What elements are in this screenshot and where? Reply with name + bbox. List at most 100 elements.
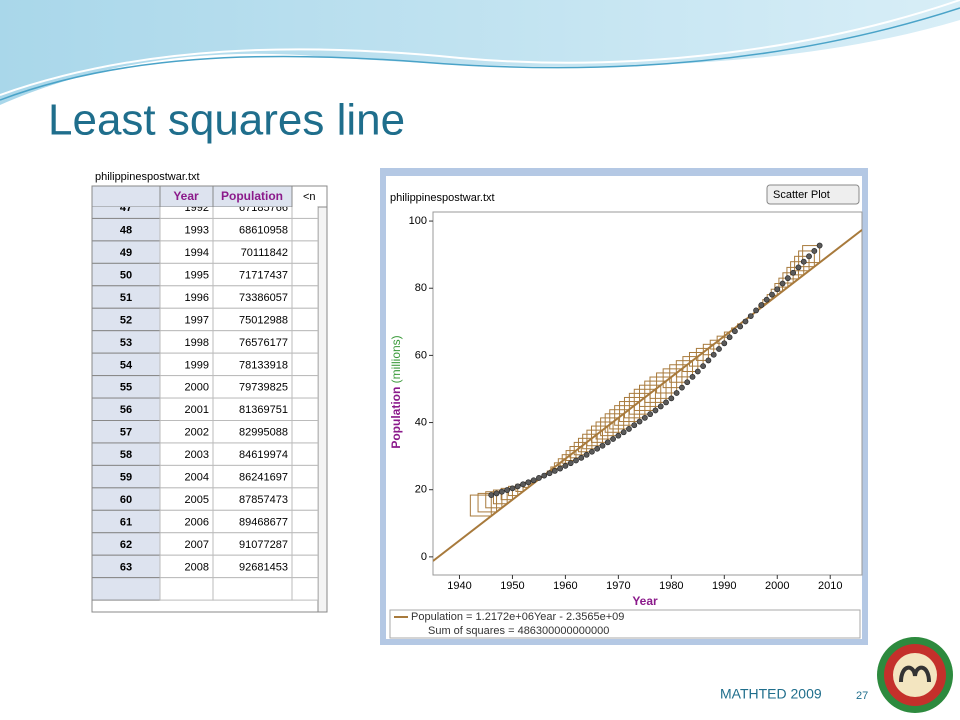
table-cell	[291, 330, 318, 354]
residual-square	[794, 255, 810, 272]
x-tick-label: 1950	[500, 580, 524, 592]
row-number: 49	[120, 247, 132, 259]
population-cell: 79739825	[239, 382, 288, 394]
residual-square	[595, 421, 614, 440]
row-number: 61	[120, 516, 132, 528]
data-point	[594, 445, 601, 452]
data-point	[716, 346, 722, 352]
table-cell	[291, 262, 318, 287]
data-point	[784, 275, 791, 282]
data-point	[705, 357, 712, 364]
y-tick-label: 0	[421, 551, 427, 563]
population-cell: 78133918	[239, 359, 288, 371]
residual-square	[716, 335, 725, 344]
plot-type-label: Scatter Plot	[773, 189, 830, 201]
scrollbar[interactable]	[317, 206, 328, 613]
population-cell: 81369751	[239, 404, 288, 416]
data-point	[615, 432, 622, 439]
y-tick-label: 40	[415, 416, 427, 428]
population-cell: 91077287	[239, 539, 288, 551]
table-cell	[212, 577, 293, 601]
row-number: 48	[120, 225, 132, 237]
year-cell: 2006	[185, 516, 209, 528]
residual-square	[702, 343, 715, 356]
data-point	[811, 248, 818, 254]
data-point	[663, 399, 669, 406]
header-wave	[0, 0, 960, 105]
y-tick-label: 20	[415, 484, 427, 496]
residual-square	[586, 429, 603, 447]
table-cell	[291, 464, 318, 489]
data-point	[652, 407, 659, 414]
data-point	[679, 384, 685, 391]
data-point	[493, 490, 500, 497]
population-cell: 84619974	[239, 449, 288, 461]
row-number-cell	[92, 577, 161, 601]
population-cell: 70111842	[241, 247, 288, 259]
data-point	[578, 454, 585, 461]
x-tick-label: 1940	[447, 580, 471, 592]
fit-line	[433, 229, 862, 562]
data-point	[514, 483, 521, 490]
table-cell	[291, 577, 318, 601]
residual-square	[682, 356, 699, 373]
data-point	[779, 280, 786, 287]
residual-square	[590, 425, 609, 443]
table-cell	[291, 285, 318, 309]
data-point	[742, 318, 749, 325]
plot-type-dropdown[interactable]	[766, 184, 860, 205]
row-number: 55	[120, 382, 132, 394]
row-number: 60	[120, 494, 132, 506]
population-cell: 86241697	[239, 472, 288, 484]
row-number: 63	[120, 561, 132, 573]
row-number: 52	[120, 314, 132, 326]
y-axis-label-unit: (millions)	[389, 335, 403, 383]
year-cell: 2004	[185, 472, 209, 484]
page-number: 27	[856, 690, 868, 702]
data-point	[541, 472, 548, 479]
population-cell: 76576177	[239, 337, 288, 349]
data-point	[588, 448, 595, 455]
table-cell	[291, 509, 318, 534]
table-header: Year	[173, 189, 199, 203]
header-curve	[0, 0, 960, 96]
data-point	[583, 451, 590, 458]
data-point	[557, 465, 564, 472]
year-cell: 2005	[185, 494, 209, 506]
y-axis-label: Population (millions)	[389, 335, 403, 448]
data-point	[536, 475, 542, 481]
data-point	[599, 442, 606, 449]
x-tick-label: 2010	[818, 580, 842, 592]
table-cell	[291, 397, 318, 421]
data-point	[504, 487, 511, 493]
data-point	[520, 481, 526, 488]
year-cell: 2001	[185, 404, 209, 416]
population-cell: 82995088	[239, 427, 288, 439]
residual-square	[798, 250, 815, 268]
x-axis-label: Year	[632, 594, 658, 608]
table-cell	[159, 577, 214, 601]
y-axis-label-name: Population	[389, 387, 403, 449]
header-curve	[0, 7, 960, 101]
data-point	[694, 368, 701, 375]
row-number: 56	[120, 404, 132, 416]
table-cell	[291, 420, 318, 444]
year-cell: 1997	[185, 314, 209, 326]
data-point	[700, 363, 707, 370]
data-point	[753, 307, 759, 314]
row-number: 53	[120, 337, 132, 349]
logo	[877, 637, 953, 713]
data-point	[488, 492, 495, 498]
x-tick-label: 1980	[659, 580, 683, 592]
residual-square	[644, 380, 667, 403]
data-point	[774, 286, 781, 293]
data-point	[790, 269, 797, 276]
data-point	[684, 379, 691, 386]
year-cell: 2007	[185, 539, 209, 551]
residual-square	[802, 245, 821, 264]
year-cell: 2000	[185, 382, 209, 394]
data-point	[689, 373, 696, 380]
residual-square	[786, 266, 799, 280]
